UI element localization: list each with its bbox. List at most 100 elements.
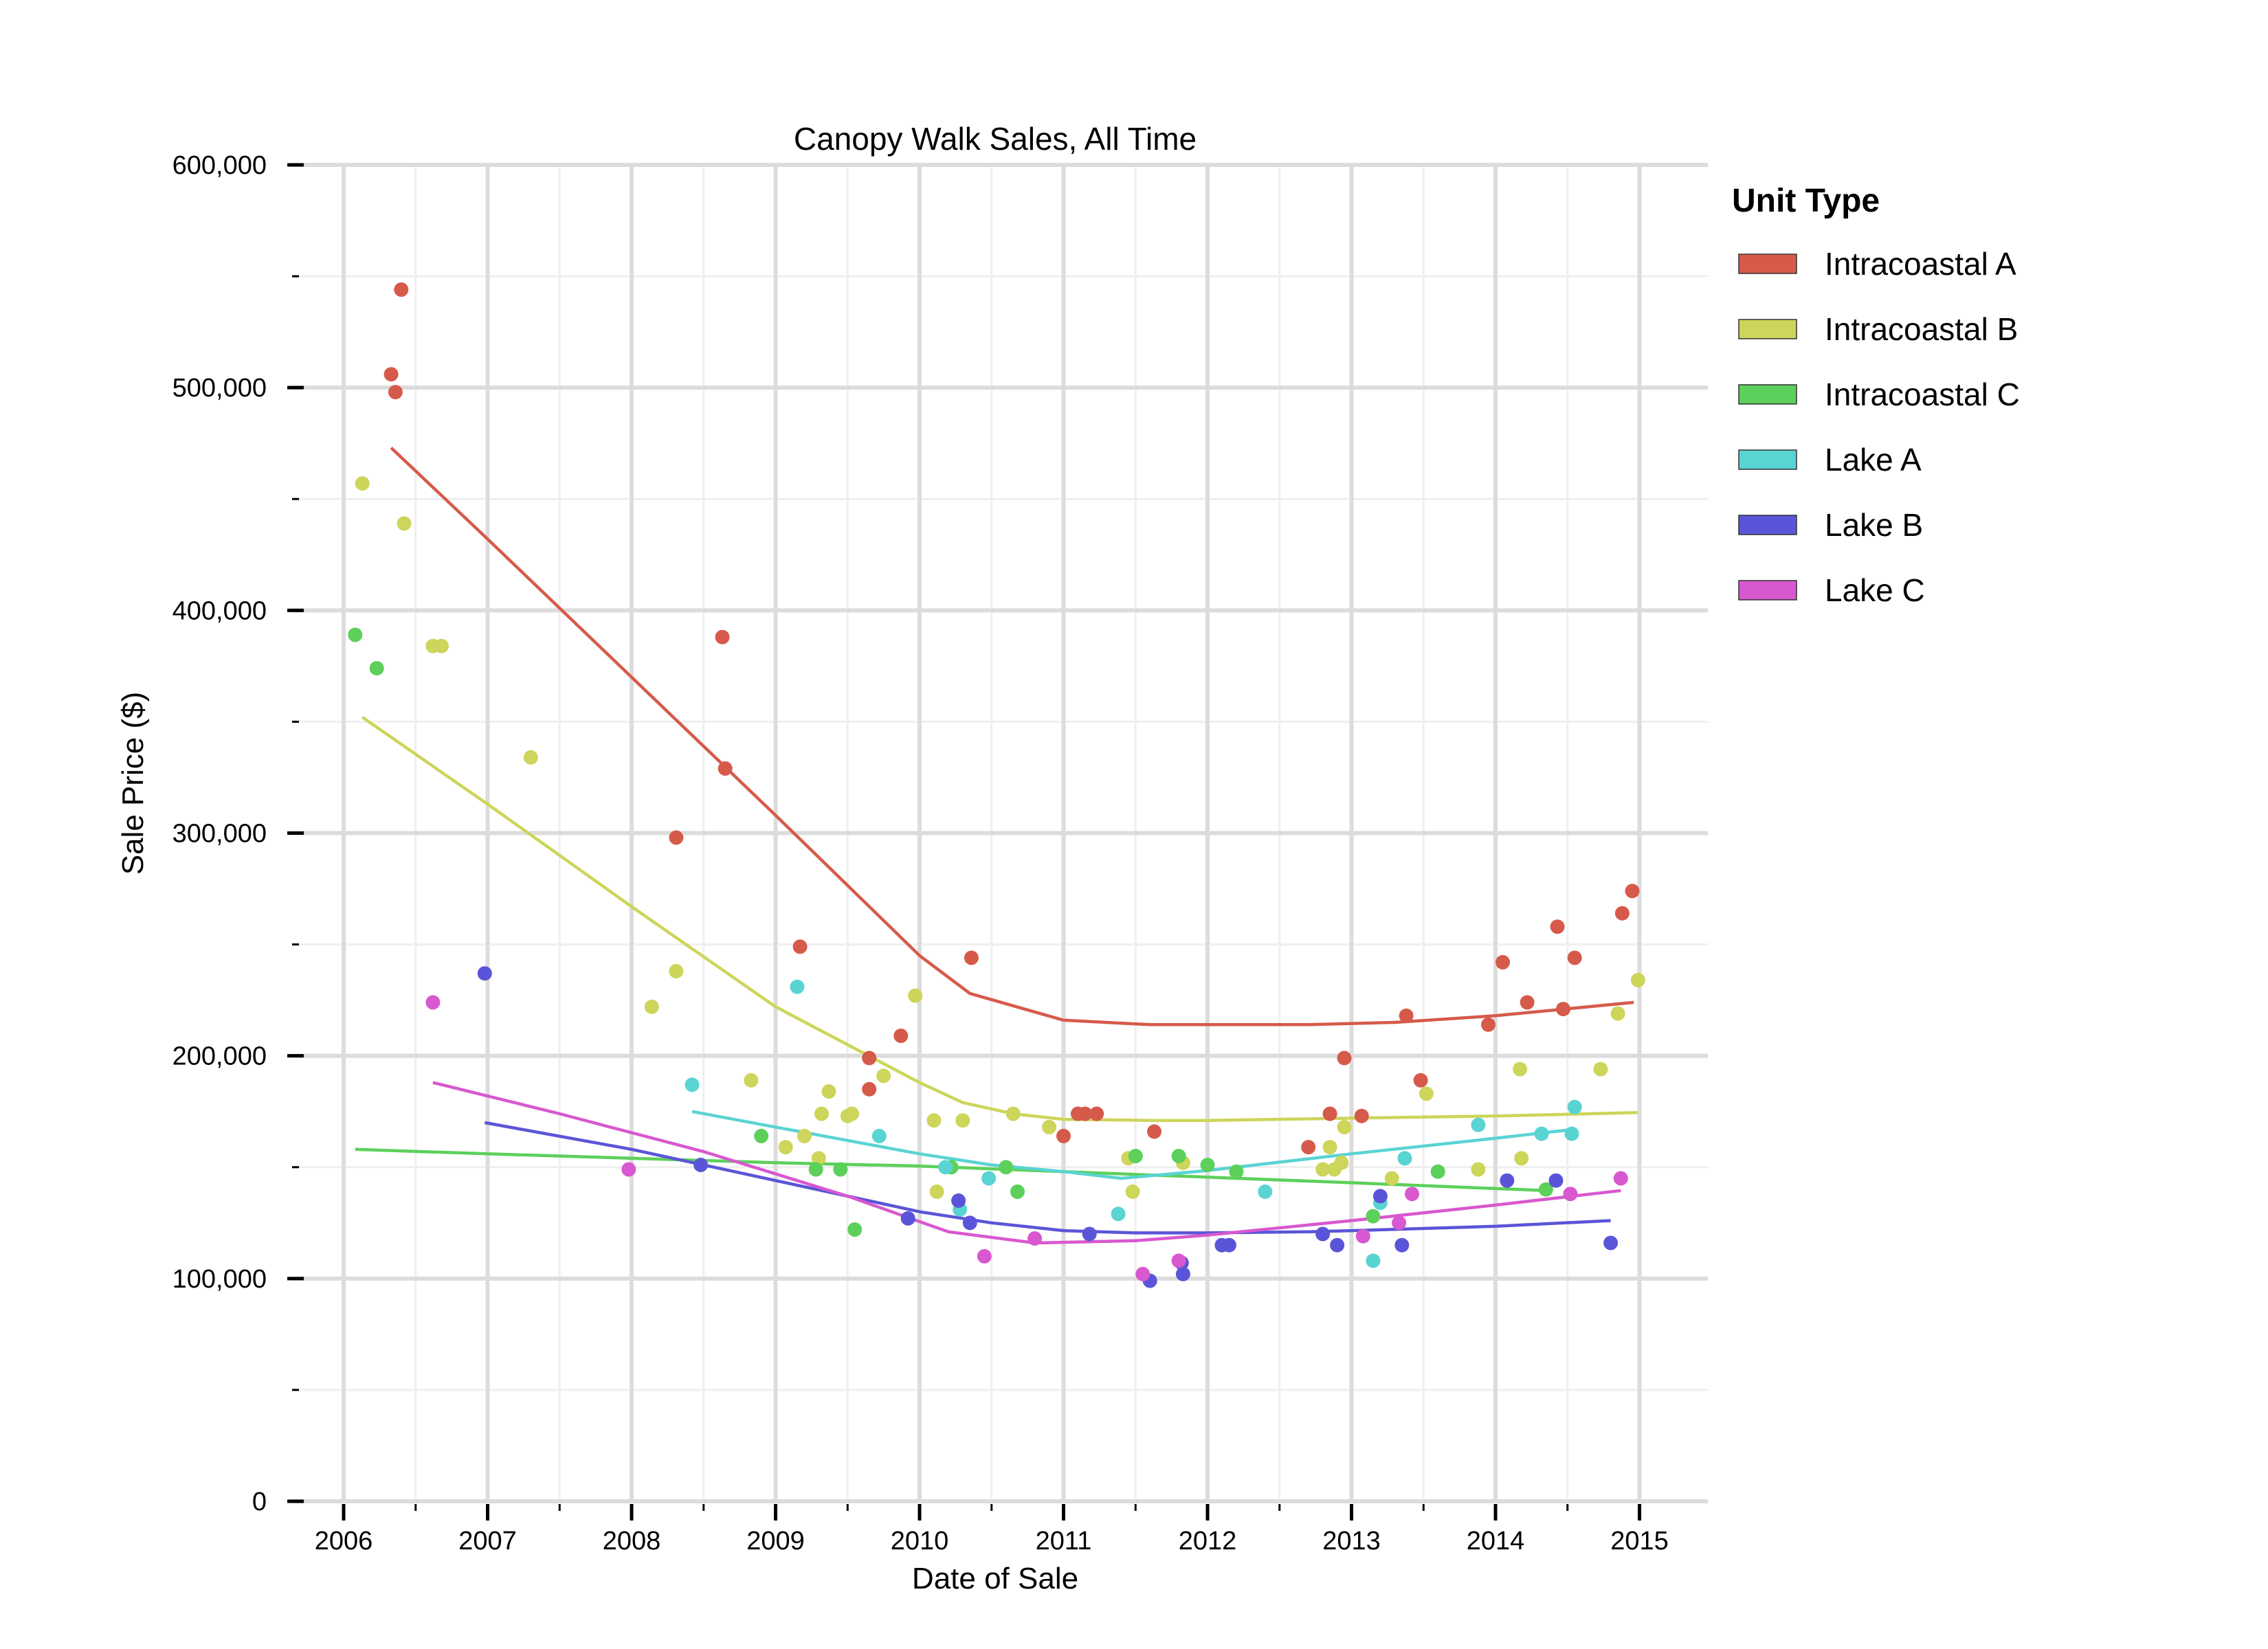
- data-point-2-7: [999, 1160, 1014, 1175]
- data-point-4-0: [477, 966, 492, 981]
- data-point-4-14: [1394, 1237, 1410, 1253]
- data-point-4-4: [962, 1215, 977, 1231]
- x-axis: 2006 2007 2008 2009 2010 2011 2012 2013 2014 2015: [315, 1504, 1669, 1556]
- data-point-5-3: [1027, 1231, 1043, 1246]
- data-point-5-6: [1355, 1229, 1370, 1244]
- x-tick-label-2009: 2009: [746, 1527, 805, 1556]
- data-point-0-2: [394, 282, 409, 297]
- data-point-3-1: [790, 979, 805, 994]
- data-point-1-11: [814, 1106, 829, 1121]
- data-point-1-17: [926, 1113, 942, 1128]
- data-point-0-1: [388, 385, 403, 400]
- legend-swatch-3: [1738, 449, 1797, 470]
- data-point-0-8: [862, 1051, 877, 1066]
- data-point-4-8: [1175, 1266, 1190, 1281]
- data-point-0-28: [1614, 906, 1630, 921]
- data-point-0-23: [1496, 955, 1510, 969]
- legend-label-1: Intracoastal B: [1825, 311, 2018, 347]
- data-point-5-0: [425, 995, 441, 1010]
- data-point-1-30: [1384, 1171, 1399, 1186]
- y-tick-label-6: 600,000: [173, 151, 267, 180]
- data-point-1-16: [908, 988, 923, 1003]
- data-point-0-29: [1625, 884, 1640, 899]
- data-point-1-18: [929, 1184, 944, 1199]
- data-point-5-5: [1171, 1253, 1186, 1268]
- legend-label-5: Lake C: [1825, 572, 1925, 608]
- data-point-0-21: [1413, 1073, 1428, 1088]
- data-point-0-25: [1550, 919, 1565, 934]
- y-axis: 0 100,000 200,000 300,000 400,000 500,000 600,…: [173, 151, 304, 1516]
- data-point-0-15: [1147, 1124, 1161, 1139]
- data-point-3-10: [1397, 1151, 1412, 1166]
- data-point-0-22: [1481, 1017, 1496, 1032]
- data-point-2-14: [1430, 1164, 1445, 1179]
- data-point-4-1: [693, 1158, 709, 1172]
- trend-line-3: [691, 1110, 1575, 1180]
- data-point-0-0: [383, 367, 399, 382]
- data-point-1-31: [1419, 1086, 1434, 1101]
- data-point-0-19: [1354, 1108, 1369, 1123]
- data-point-3-12: [1534, 1126, 1549, 1141]
- data-point-3-0: [685, 1077, 700, 1092]
- x-tick-label-2010: 2010: [891, 1527, 949, 1556]
- data-point-5-1: [621, 1162, 636, 1177]
- data-point-5-10: [1613, 1171, 1628, 1186]
- data-point-5-9: [1563, 1187, 1578, 1202]
- legend-label-2: Intracoastal C: [1825, 377, 2020, 412]
- y-tick-label-4: 400,000: [173, 596, 267, 625]
- data-point-1-34: [1514, 1151, 1529, 1166]
- data-point-1-35: [1593, 1062, 1608, 1077]
- data-point-3-5: [981, 1171, 997, 1186]
- x-tick-label-2014: 2014: [1467, 1527, 1525, 1556]
- data-point-2-2: [754, 1128, 769, 1143]
- y-tick-label-0: 0: [252, 1488, 267, 1516]
- data-point-4-15: [1500, 1173, 1515, 1188]
- data-point-5-7: [1392, 1215, 1407, 1231]
- data-point-0-3: [669, 830, 684, 845]
- data-point-0-7: [862, 1081, 877, 1097]
- y-tick-label-5: 500,000: [173, 374, 267, 403]
- legend-label-3: Lake A: [1825, 442, 1922, 478]
- data-point-1-25: [1315, 1162, 1331, 1177]
- data-point-1-37: [1630, 972, 1645, 987]
- data-point-1-5: [644, 999, 659, 1014]
- data-point-1-36: [1610, 1006, 1625, 1021]
- data-point-2-10: [1171, 1149, 1186, 1163]
- data-point-1-33: [1513, 1062, 1528, 1077]
- x-tick-label-2012: 2012: [1179, 1527, 1237, 1556]
- legend-swatch-2: [1738, 384, 1797, 405]
- data-point-0-17: [1322, 1106, 1337, 1121]
- data-point-0-20: [1399, 1008, 1414, 1023]
- legend-label-0: Intracoastal A: [1825, 246, 2016, 282]
- y-tick-label-3: 300,000: [173, 820, 267, 849]
- data-point-1-3: [434, 638, 449, 653]
- data-point-0-4: [715, 629, 730, 644]
- data-point-4-10: [1221, 1237, 1236, 1253]
- legend-swatch-5: [1738, 580, 1797, 601]
- data-point-0-24: [1520, 995, 1535, 1010]
- data-point-1-1: [397, 516, 412, 531]
- data-point-0-11: [1056, 1128, 1071, 1143]
- x-tick-label-2008: 2008: [603, 1527, 661, 1556]
- data-point-2-12: [1229, 1164, 1244, 1179]
- data-point-1-28: [1334, 1155, 1349, 1170]
- data-point-2-15: [1538, 1182, 1553, 1197]
- data-point-0-10: [964, 950, 979, 965]
- data-point-1-6: [669, 964, 684, 978]
- data-point-1-21: [1042, 1119, 1057, 1134]
- data-point-1-9: [797, 1128, 812, 1143]
- data-point-0-16: [1301, 1140, 1316, 1155]
- x-tick-label-2011: 2011: [1036, 1527, 1092, 1556]
- data-point-4-2: [900, 1211, 915, 1226]
- data-point-1-15: [876, 1068, 891, 1084]
- data-point-0-13: [1078, 1106, 1093, 1121]
- data-point-3-3: [938, 1160, 953, 1175]
- data-point-5-8: [1405, 1187, 1419, 1202]
- data-point-0-6: [792, 939, 808, 954]
- data-point-1-7: [744, 1073, 759, 1088]
- data-point-1-32: [1471, 1162, 1486, 1177]
- data-point-0-26: [1556, 1002, 1570, 1017]
- x-tick-label-2006: 2006: [315, 1527, 373, 1556]
- plot-area: [292, 163, 1708, 1503]
